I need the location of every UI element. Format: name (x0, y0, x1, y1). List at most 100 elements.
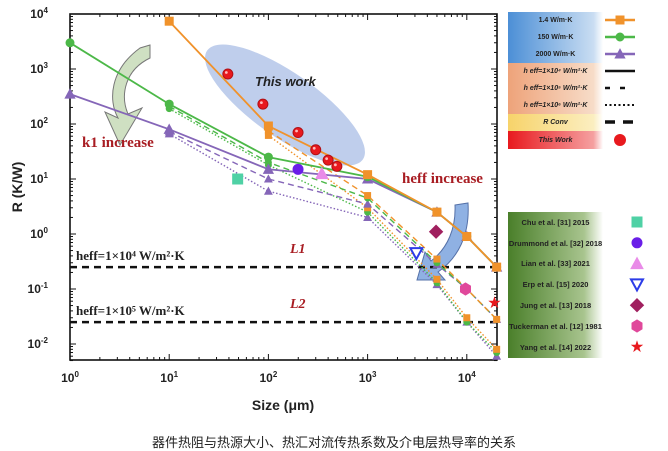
x-tick-label: 103 (359, 370, 377, 385)
series-marker (263, 174, 273, 183)
this-work-point-highlight (325, 157, 329, 161)
series-marker (433, 255, 441, 263)
series-marker (263, 186, 273, 195)
legend-label-7: R Conv (508, 114, 603, 131)
literature-point (292, 163, 304, 175)
series-marker (65, 38, 75, 48)
this-work-point (292, 127, 304, 139)
this-work-ellipse (205, 44, 365, 166)
legend-label-6: h eff=1×10⁶ W/m²·K (508, 97, 603, 114)
series-marker (432, 207, 442, 217)
caption: 器件热阻与热源大小、热汇对流传热系数及介电层热导率的关系 (151, 436, 516, 451)
series-marker (493, 315, 501, 323)
series-marker (492, 262, 502, 272)
legend-literature-marker (629, 278, 645, 293)
annotation-this-work: This work (255, 74, 316, 89)
this-work-point-highlight (333, 163, 337, 167)
legend-label-3: 2000 W/m·K (508, 46, 603, 63)
series-line-dashed (168, 131, 498, 320)
legend-label-2: 150 W/m·K (508, 29, 603, 46)
series-marker (263, 152, 273, 162)
series-marker (64, 88, 76, 99)
literature-point (428, 224, 444, 239)
literature-point (315, 166, 329, 180)
series-marker (433, 275, 441, 283)
this-work-point-highlight (224, 71, 228, 74)
legend-literature-marker (631, 319, 643, 333)
series-marker (363, 212, 373, 221)
literature-point (408, 247, 425, 262)
series-marker (163, 123, 175, 134)
series-marker (364, 192, 372, 200)
legend-label-5: h eff=1×10⁵ W/m²·K (508, 80, 603, 97)
legend-literature-marker (630, 340, 644, 353)
series-line-dotted (168, 133, 498, 357)
series-marker (262, 163, 275, 174)
series-marker (263, 121, 273, 131)
y-tick-label: 100 (30, 226, 48, 241)
series-marker (462, 232, 472, 242)
x-tick-label: 104 (458, 370, 476, 385)
legend-this-work-icon (614, 134, 626, 146)
y-tick-label: 104 (30, 6, 48, 21)
legend-literature-label: Tuckerman et al. [12] 1981 (509, 321, 602, 331)
series-line-dotted (168, 108, 498, 353)
legend-literature-label: Drummond et al. [32] 2018 (508, 238, 603, 248)
series-line-solid (168, 20, 498, 268)
series-marker (493, 345, 501, 353)
annotation-L2: L2 (289, 297, 306, 312)
annotation-heff-increase: heff increase (402, 171, 483, 187)
y-axis-label: R (K/W) (9, 162, 25, 213)
this-work-point (310, 144, 322, 156)
legend-literature-marker (629, 297, 645, 313)
series-marker (363, 170, 373, 180)
legend-marker (614, 48, 626, 59)
series-line-dotted (267, 134, 498, 350)
this-work-point (222, 68, 234, 80)
legend-label-4: h eff=1×10⁴ W/m²·K (508, 63, 603, 80)
series-marker (363, 199, 373, 208)
legend-label-8: This Work (508, 131, 603, 149)
annotation-L1: L1 (289, 242, 306, 257)
plot-frame (69, 13, 498, 361)
legend-label-1: 1.4 W/m·K (508, 12, 603, 29)
literature-point (459, 282, 471, 296)
x-tick-label: 101 (160, 370, 178, 385)
legend-literature-marker (631, 216, 643, 228)
y-tick-label: 10-1 (28, 281, 49, 296)
reference-line-label: heff=1×10⁴ W/m²·K (76, 248, 186, 263)
legend-marker (615, 15, 625, 25)
y-tick-label: 103 (30, 61, 48, 76)
legend-literature-label: Jung et al. [13] 2018 (519, 301, 592, 311)
this-work-point (322, 154, 334, 166)
this-work-point-highlight (259, 101, 263, 105)
x-axis-label: Size (μm) (252, 397, 314, 413)
legend-literature-label: Chu et al. [31] 2015 (521, 217, 590, 227)
x-tick-label: 100 (61, 370, 79, 385)
y-tick-label: 10-2 (28, 336, 49, 351)
literature-point (488, 296, 501, 309)
this-work-point (257, 98, 269, 110)
legend-literature-label: Yang et al. [14] 2022 (519, 342, 592, 352)
legend-literature-marker (630, 256, 644, 270)
y-tick-label: 101 (30, 171, 48, 186)
this-work-point (331, 160, 343, 172)
series-marker (463, 314, 471, 322)
series-marker (164, 16, 174, 26)
literature-point (232, 173, 244, 185)
heff-increase-arrow (416, 202, 469, 281)
legend-literature-label: Erp et al. [15] 2020 (522, 280, 589, 290)
annotation-k1-increase: k1 increase (82, 135, 154, 151)
x-tick-label: 102 (259, 370, 277, 385)
this-work-point-highlight (312, 146, 316, 150)
this-work-point-highlight (295, 129, 298, 133)
legend-literature: Chu et al. [31] 2015 Drummond et al. [32]… (508, 212, 603, 358)
legend-literature-marker (631, 237, 643, 249)
reference-line-label: heff=1×10⁵ W/m²·K (76, 303, 186, 318)
series-marker (164, 99, 174, 109)
legend-marker (615, 32, 625, 42)
legend-literature-label: Lian et al. [33] 2021 (521, 259, 590, 269)
k1-increase-arrow (103, 44, 151, 147)
